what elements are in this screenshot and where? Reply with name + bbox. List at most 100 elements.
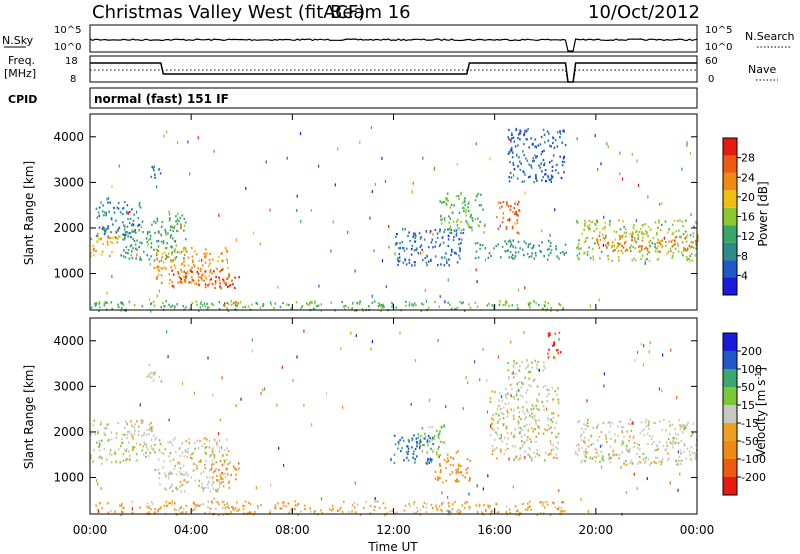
heatmap-cell xyxy=(96,216,99,219)
heatmap-cell xyxy=(648,421,650,424)
heatmap-cell xyxy=(309,300,312,303)
heatmap-cell xyxy=(213,462,215,465)
heatmap-cell xyxy=(157,508,160,511)
heatmap-cell xyxy=(550,174,553,177)
heatmap-cell xyxy=(171,500,174,503)
heatmap-cell xyxy=(441,491,443,495)
heatmap-cell xyxy=(242,306,244,309)
heatmap-cell xyxy=(551,165,554,168)
heatmap-cell xyxy=(251,338,253,342)
colorbar-tick-label: 28 xyxy=(741,152,755,165)
heatmap-cell xyxy=(591,220,594,223)
heatmap-cell xyxy=(470,213,472,216)
heatmap-cell xyxy=(221,446,223,449)
heatmap-cell xyxy=(356,302,359,305)
heatmap-cell xyxy=(447,228,449,231)
heatmap-cell xyxy=(183,270,185,273)
heatmap-cell xyxy=(641,231,643,234)
heatmap-cell xyxy=(115,432,118,435)
heatmap-cell xyxy=(183,479,186,482)
heatmap-cell xyxy=(445,252,447,255)
colorbar-swatch xyxy=(723,207,737,226)
heatmap-cell xyxy=(196,504,198,507)
heatmap-cell xyxy=(203,437,206,440)
heatmap-cell xyxy=(446,197,448,200)
heatmap-cell xyxy=(679,424,681,427)
heatmap-cell xyxy=(201,274,203,277)
heatmap-cell xyxy=(693,225,695,228)
heatmap-cell xyxy=(371,340,373,344)
heatmap-cell xyxy=(536,399,538,402)
heatmap-cell xyxy=(584,428,587,431)
heatmap-cell xyxy=(131,449,134,452)
heatmap-cell xyxy=(189,269,192,272)
heatmap-cell xyxy=(205,277,208,280)
heatmap-cell xyxy=(200,459,202,462)
heatmap-cell xyxy=(607,457,610,460)
heatmap-cell xyxy=(655,233,658,236)
heatmap-cell xyxy=(456,162,458,166)
heatmap-cell xyxy=(177,272,180,275)
heatmap-cell xyxy=(550,449,553,452)
heatmap-cell xyxy=(499,392,501,395)
heatmap-cell xyxy=(191,302,194,305)
heatmap-cell xyxy=(672,440,674,443)
heatmap-cell xyxy=(169,460,172,463)
heatmap-cell xyxy=(150,242,153,245)
heatmap-cell xyxy=(644,259,647,262)
heatmap-cell xyxy=(500,256,502,259)
heatmap-cell xyxy=(532,407,535,410)
heatmap-cell xyxy=(522,406,524,409)
heatmap-cell xyxy=(577,257,579,260)
heatmap-cell xyxy=(515,362,518,365)
heatmap-cell xyxy=(380,309,382,313)
heatmap-cell xyxy=(127,211,129,215)
heatmap-cell xyxy=(198,309,200,312)
nave-tick-top: 60 xyxy=(705,56,718,67)
heatmap-cell xyxy=(508,377,510,380)
heatmap-cell xyxy=(445,479,448,482)
heatmap-cell xyxy=(172,226,174,229)
heatmap-cell xyxy=(515,513,518,516)
heatmap-cell xyxy=(192,508,195,512)
heatmap-cell xyxy=(636,452,638,455)
y-tick-label: 4000 xyxy=(53,334,84,348)
heatmap-cell xyxy=(645,246,648,249)
heatmap-cell xyxy=(224,472,226,475)
heatmap-cell xyxy=(169,228,172,231)
heatmap-cell xyxy=(318,164,320,168)
colorbar-tick-label: 24 xyxy=(741,171,755,184)
heatmap-cell xyxy=(648,251,651,254)
heatmap-cell xyxy=(490,254,492,258)
heatmap-cell xyxy=(588,439,590,442)
heatmap-cell xyxy=(185,306,187,309)
heatmap-cell xyxy=(609,424,611,428)
heatmap-cell xyxy=(179,454,182,457)
heatmap-cell xyxy=(276,403,278,407)
heatmap-cell xyxy=(219,474,221,477)
heatmap-cell xyxy=(630,459,633,462)
heatmap-cell xyxy=(214,467,217,471)
heatmap-cell xyxy=(162,466,164,469)
heatmap-cell xyxy=(213,149,215,153)
heatmap-cell xyxy=(597,454,600,457)
heatmap-cell xyxy=(611,259,613,262)
heatmap-cell xyxy=(657,250,659,253)
heatmap-cell xyxy=(369,504,372,508)
heatmap-cell xyxy=(147,231,149,234)
heatmap-cell xyxy=(558,303,560,306)
heatmap-cell xyxy=(586,250,589,254)
heatmap-cell xyxy=(443,441,446,444)
heatmap-cell xyxy=(596,239,599,242)
heatmap-cell xyxy=(110,301,113,304)
heatmap-cell xyxy=(507,361,509,365)
heatmap-cell xyxy=(686,259,688,262)
heatmap-cell xyxy=(390,458,392,461)
colorbar-swatch xyxy=(723,369,737,387)
heatmap-cell xyxy=(130,420,132,423)
heatmap-cell xyxy=(554,426,556,430)
heatmap-cell xyxy=(693,451,696,454)
heatmap-cell xyxy=(516,177,519,180)
heatmap-cell xyxy=(230,303,233,306)
heatmap-cell xyxy=(645,418,648,421)
